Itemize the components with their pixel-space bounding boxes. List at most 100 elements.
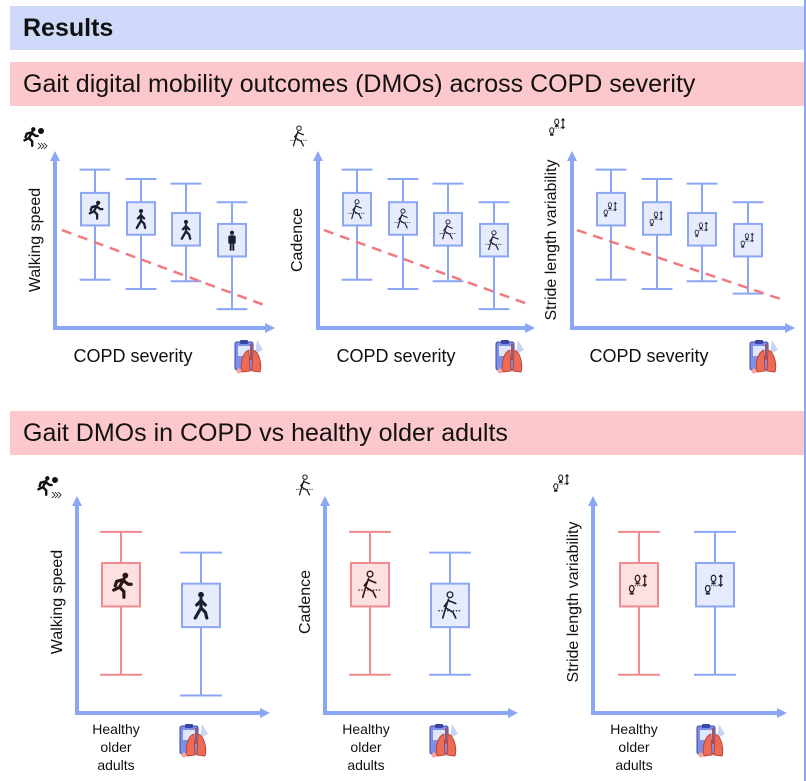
chart-compare-walking-speed: Walking speed Healthy older adults	[49, 496, 270, 773]
chart-severity-stride-variability: Stride length variability COPD severity	[543, 151, 795, 366]
box-plot	[641, 177, 673, 290]
footstep-top	[607, 202, 613, 208]
walking-speed-icon	[37, 476, 62, 499]
y-axis-label: Stride length variability	[543, 160, 560, 321]
clipboard-clip	[755, 340, 763, 344]
clipboard-paper	[238, 346, 250, 356]
stride-arrow-heads	[613, 201, 617, 212]
x-axis-label: COPD severity	[73, 346, 192, 366]
footsteps-icon	[649, 211, 663, 226]
x-axis-label-line: older	[100, 739, 131, 755]
footsteps-icon	[704, 574, 723, 595]
chart-severity-walking-speed: Walking speed COPD severity	[27, 151, 275, 366]
x-axis-label-line: adults	[347, 757, 384, 773]
cadence-walker-icon	[394, 208, 412, 229]
cadence-body	[351, 204, 362, 220]
clipboard-clip	[240, 340, 248, 344]
stride-arrow-heads	[642, 574, 647, 588]
footsteps-icon	[694, 221, 708, 237]
y-axis-label: Walking speed	[49, 550, 66, 654]
box	[388, 201, 418, 236]
box-plot	[170, 182, 202, 283]
lung-left	[435, 733, 446, 757]
box	[695, 561, 735, 608]
stride-arrow-heads	[565, 473, 569, 486]
footstep-bottom	[704, 584, 711, 593]
footsteps-icon	[628, 574, 647, 595]
walker-body	[135, 213, 147, 230]
y-axis-label: Walking speed	[27, 188, 44, 292]
box-plot	[216, 201, 248, 311]
stride-arrow-heads	[704, 221, 708, 232]
x-axis-label-line: older	[350, 739, 381, 755]
footstep-top	[554, 118, 560, 125]
clipboard-paper	[499, 346, 511, 356]
leaf-decoration	[516, 340, 524, 354]
standing-leg-right	[232, 243, 235, 251]
stopwatch	[38, 128, 44, 134]
stride-length-icon	[549, 117, 565, 136]
footstep-bottom-heel	[604, 215, 608, 217]
cadence-body	[397, 213, 408, 229]
cadence-head	[491, 230, 497, 236]
pill	[181, 752, 187, 758]
footsteps-icon	[740, 232, 754, 248]
x-axis-label-line: Healthy	[610, 721, 657, 737]
lung-right	[251, 349, 262, 373]
footstep-bottom-heel	[705, 592, 710, 595]
page-right-border	[804, 0, 806, 781]
pill	[698, 752, 704, 758]
section-title-severity: Gait digital mobility outcomes (DMOs) ac…	[23, 69, 696, 98]
y-axis-label: Cadence	[289, 208, 306, 272]
cadence-body	[488, 235, 499, 251]
walker-body	[180, 223, 192, 240]
clipboard-clip	[501, 340, 509, 344]
footstep-bottom-heel	[629, 592, 634, 595]
results-title: Results	[23, 13, 114, 42]
cadence-head	[296, 125, 302, 131]
copd-lungs-icon	[234, 340, 263, 374]
standing-torso	[228, 235, 236, 244]
cadence-body	[298, 479, 311, 496]
running-person-icon	[112, 572, 133, 599]
footsteps-icon	[603, 201, 617, 217]
cadence-head	[446, 591, 454, 599]
copd-lungs-icon	[495, 340, 524, 374]
runner-head	[45, 476, 50, 481]
stride-arrow-heads	[659, 211, 663, 221]
footstep-top	[744, 233, 750, 239]
pill	[751, 368, 757, 374]
standing-leg-left	[229, 243, 232, 251]
lung-right	[512, 349, 523, 373]
cadence-head	[445, 219, 451, 225]
chart-compare-stride-variability: Stride length variability Healthy older adu…	[565, 496, 787, 773]
cadence-walker-icon	[348, 199, 366, 220]
trend-line	[323, 228, 530, 306]
walking-speed-icon	[23, 127, 48, 150]
stopwatch	[52, 477, 58, 483]
cadence-body	[292, 130, 305, 147]
section-title-comparison: Gait DMOs in COPD vs healthy older adult…	[23, 418, 508, 447]
lung-left	[755, 349, 766, 373]
pill	[431, 752, 437, 758]
speed-chevrons	[51, 491, 62, 499]
chart-compare-cadence: Cadence Healthy older adults	[297, 496, 518, 773]
cadence-head	[354, 199, 360, 205]
standing-person-icon	[228, 230, 236, 251]
lung-left	[240, 349, 251, 373]
y-axis-label: Stride length variability	[565, 522, 582, 683]
footstep-bottom	[694, 229, 699, 236]
footstep-bottom	[628, 584, 635, 593]
x-axis-label-line: older	[618, 739, 649, 755]
box-plot	[125, 177, 157, 290]
box	[433, 212, 463, 247]
box-plot	[429, 551, 471, 676]
walking-person-icon	[193, 591, 209, 620]
y-axis-label: Cadence	[297, 570, 314, 634]
lung-right	[713, 733, 724, 757]
footstep-top	[653, 211, 659, 217]
copd-lungs-icon	[749, 340, 778, 374]
footstep-top	[558, 474, 564, 481]
copd-lungs-icon	[179, 724, 208, 758]
x-axis-label-line: Healthy	[92, 721, 139, 737]
